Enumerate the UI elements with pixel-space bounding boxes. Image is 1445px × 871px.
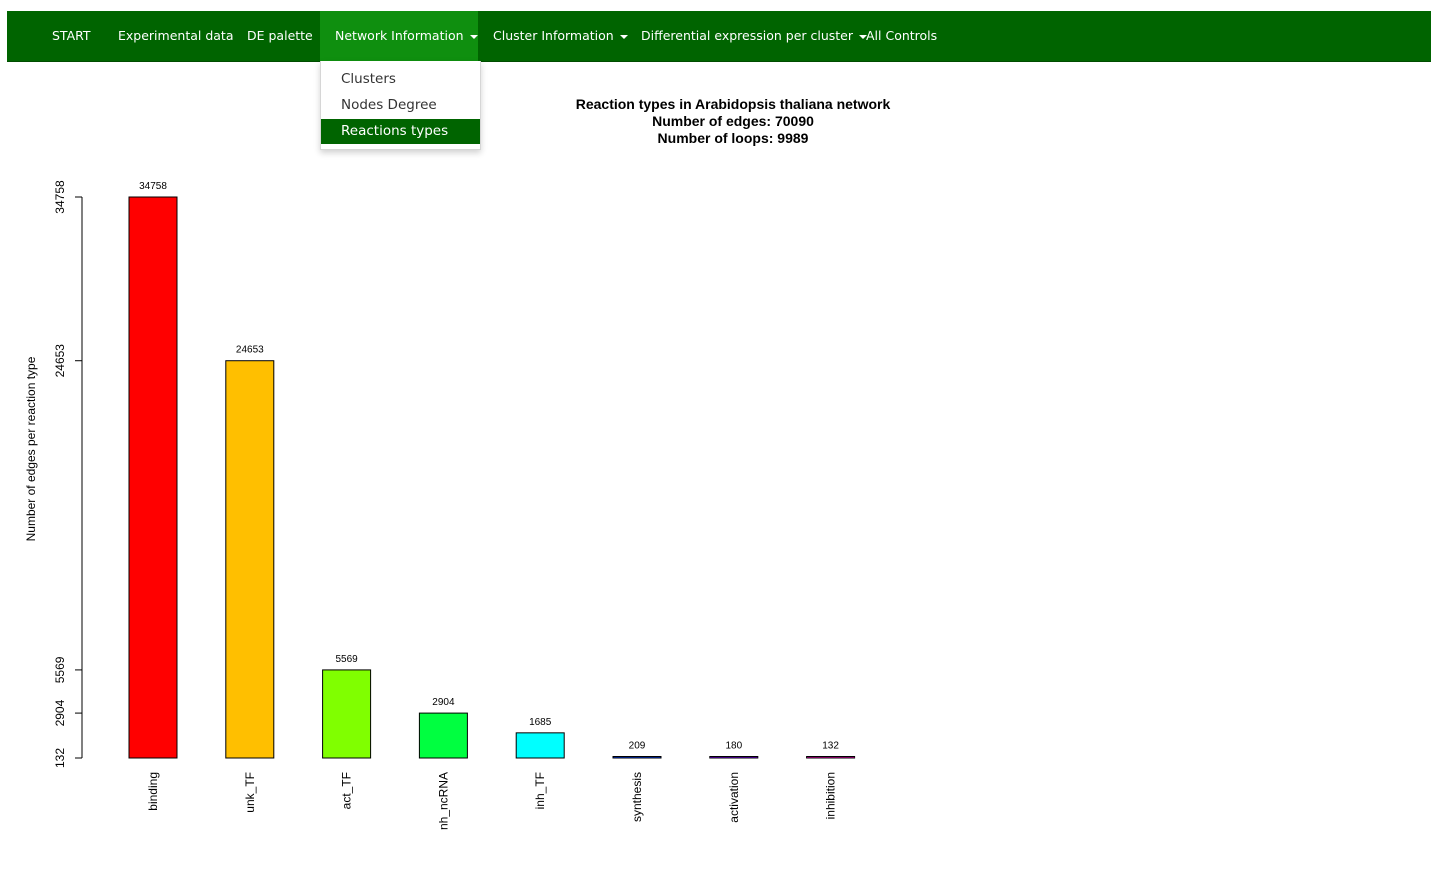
menu-item-clusters[interactable]: Clusters (341, 71, 396, 87)
bar-data-label: 1685 (529, 717, 552, 728)
top-navbar: START Experimental data DE palette Netwo… (7, 11, 1431, 62)
y-tick-label: 2904 (53, 699, 67, 726)
nav-start-label: START (52, 28, 91, 43)
bar-data-label: 5569 (335, 654, 358, 665)
chart-title-group: Reaction types in Arabidopsis thaliana n… (576, 96, 891, 146)
bar-data-label: 132 (822, 741, 839, 752)
x-category-label: synthesis (630, 772, 644, 822)
menu-item-nodes-degree[interactable]: Nodes Degree (341, 97, 437, 113)
chevron-down-icon (859, 34, 868, 39)
nav-start[interactable]: START (52, 11, 91, 61)
chevron-down-icon (469, 34, 478, 39)
nav-cluster-information-label: Cluster Information (493, 28, 614, 43)
bar-binding (128, 196, 178, 759)
bar-unk_TF (225, 360, 275, 759)
nav-all-controls[interactable]: All Controls (866, 11, 937, 61)
chevron-down-icon (619, 34, 628, 39)
bar-data-label: 180 (725, 741, 742, 752)
nav-all-controls-label: All Controls (866, 28, 938, 43)
bar-inh_TF (515, 732, 565, 759)
bar-inhibition (806, 756, 856, 759)
y-tick-label: 24653 (53, 344, 67, 378)
x-category-label: binding (146, 772, 160, 811)
y-tick-label: 34758 (53, 180, 67, 214)
bar-act_TF (322, 669, 372, 759)
bar-data-label: 24653 (236, 345, 264, 356)
chart-title-line: Number of loops: 9989 (658, 130, 809, 146)
y-axis: Number of edges per reaction type 132 2904… (24, 180, 83, 768)
nav-cluster-information[interactable]: Cluster Information (493, 11, 628, 61)
y-tick-label: 132 (53, 748, 67, 768)
bar-synthesis (612, 756, 662, 759)
network-information-dropdown: Clusters Nodes Degree Reactions types (320, 61, 481, 150)
bar-data-label: 2904 (432, 697, 455, 708)
bar-nh_ncRNA (418, 712, 468, 759)
nav-differential-expression-per-cluster[interactable]: Differential expression per cluster (641, 11, 868, 61)
nav-de-palette[interactable]: DE palette (247, 11, 313, 61)
nav-differential-expression-label: Differential expression per cluster (641, 28, 854, 43)
x-category-label: inh_TF (533, 772, 547, 809)
nav-de-palette-label: DE palette (247, 28, 313, 43)
bar-activation (709, 756, 759, 759)
chart-title-line: Reaction types in Arabidopsis thaliana n… (576, 96, 891, 112)
x-category-label: inhibition (824, 772, 838, 819)
menu-item-reactions-types[interactable]: Reactions types (321, 119, 480, 144)
nav-network-information[interactable]: Network Information (320, 11, 478, 61)
x-category-label: nh_ncRNA (436, 772, 450, 830)
y-axis-label: Number of edges per reaction type (24, 356, 38, 541)
x-category-label: unk_TF (243, 772, 257, 813)
y-tick-label: 5569 (53, 656, 67, 683)
x-category-label: activation (727, 772, 741, 823)
chart-title-line: Number of edges: 70090 (652, 113, 814, 129)
nav-experimental-data-label: Experimental data (118, 28, 234, 43)
nav-experimental-data[interactable]: Experimental data (118, 11, 234, 61)
bars: 34758 binding 24653 unk_TF 5569 act_TF 2904 nh_… (128, 181, 856, 830)
nav-network-information-label: Network Information (335, 28, 464, 43)
bar-data-label: 34758 (139, 181, 167, 192)
bar-data-label: 209 (629, 741, 646, 752)
x-category-label: act_TF (340, 772, 354, 809)
